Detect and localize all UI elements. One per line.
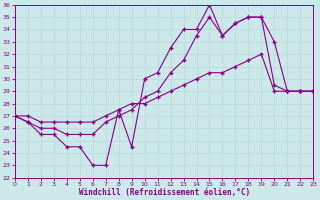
- X-axis label: Windchill (Refroidissement éolien,°C): Windchill (Refroidissement éolien,°C): [78, 188, 250, 197]
